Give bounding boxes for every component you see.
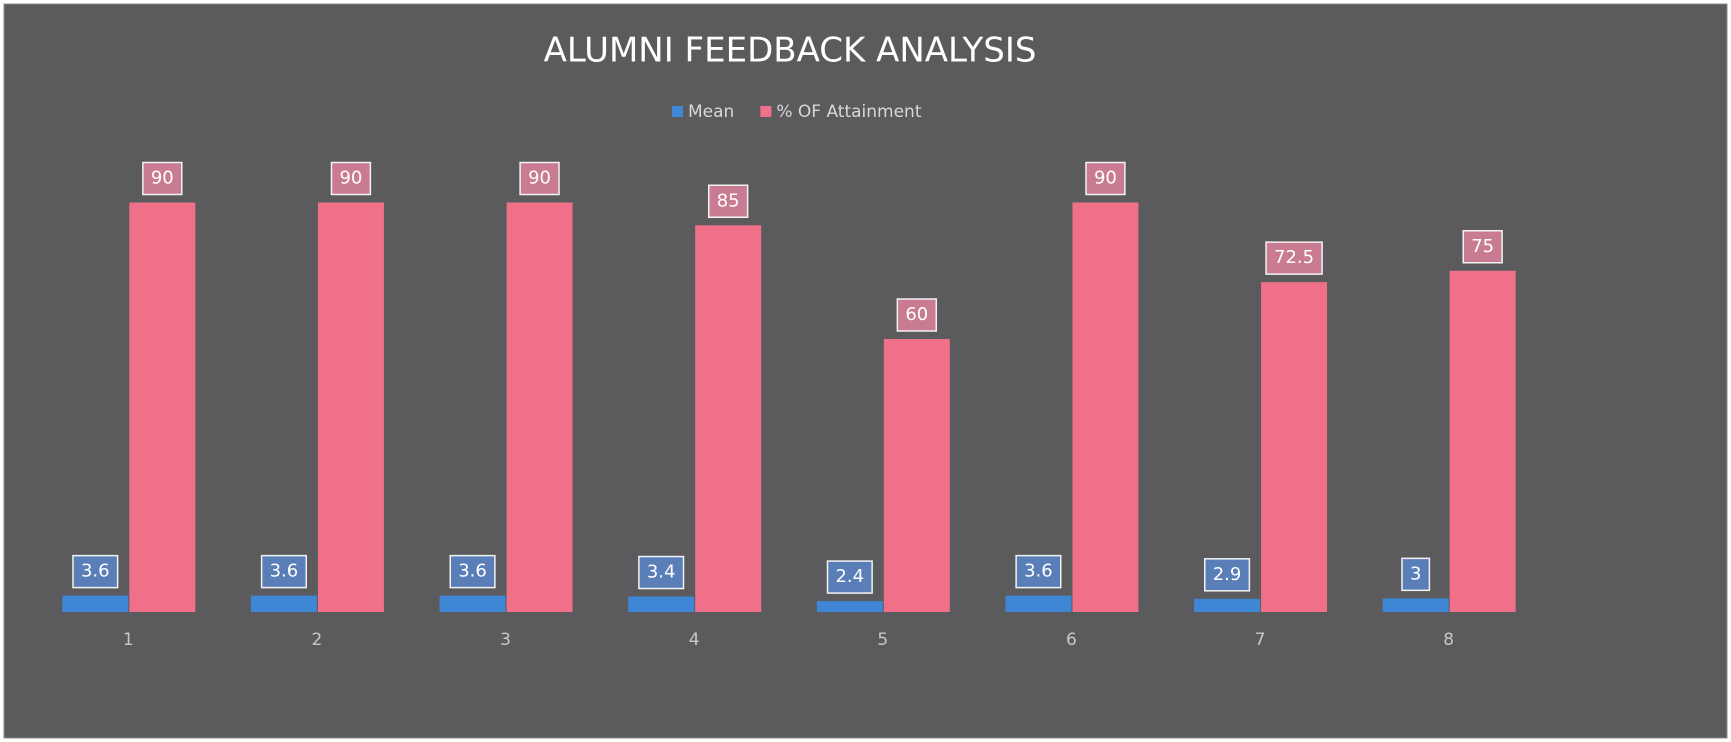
x-tick-label: 4 (689, 630, 700, 650)
bar (628, 596, 695, 612)
data-label: 2.4 (835, 566, 864, 587)
data-label-box (330, 161, 372, 196)
data-label-box (638, 555, 685, 590)
bar (1072, 202, 1139, 612)
data-label: 90 (339, 168, 362, 189)
data-label-box (896, 298, 938, 332)
bar (1449, 270, 1516, 612)
bar (1261, 282, 1328, 612)
data-label: 60 (905, 304, 928, 325)
data-label-box (1085, 161, 1126, 196)
data-label: 3.4 (647, 562, 676, 583)
bar (250, 595, 317, 612)
x-tick-label: 6 (1066, 630, 1077, 650)
chart-background (3, 3, 1728, 739)
data-label-box (826, 560, 873, 594)
data-label: 3 (1410, 563, 1421, 584)
x-tick-label: 2 (312, 630, 323, 650)
data-label: 2.9 (1213, 564, 1242, 585)
data-label-box (707, 184, 749, 218)
data-label-box (260, 554, 308, 589)
x-tick-label: 3 (500, 630, 511, 650)
data-label: 3.6 (81, 561, 110, 582)
data-label: 90 (528, 168, 551, 189)
data-label: 90 (1094, 168, 1117, 189)
bar (439, 595, 506, 612)
bar (816, 601, 883, 612)
legend-swatch (760, 106, 772, 117)
x-tick-label: 5 (877, 630, 888, 650)
data-label: 75 (1471, 236, 1494, 257)
data-label: 72.5 (1274, 247, 1314, 268)
bar (1005, 595, 1072, 612)
bar (695, 225, 762, 612)
data-label-box (1462, 230, 1503, 264)
x-tick-label: 8 (1443, 630, 1454, 650)
data-label-box (449, 554, 496, 589)
legend-label: % OF Attainment (776, 102, 921, 122)
bar (1382, 598, 1449, 612)
bar (317, 202, 384, 612)
data-label-box (1401, 557, 1431, 592)
data-label-box (72, 554, 119, 589)
data-label-box (519, 161, 560, 196)
bar (129, 202, 196, 612)
data-label: 85 (717, 190, 740, 211)
chart-title: ALUMNI FEEDBACK ANALYSIS (544, 31, 1037, 71)
data-label: 3.6 (1024, 561, 1053, 582)
data-label: 3.6 (458, 561, 487, 582)
bar (1194, 598, 1261, 612)
legend-swatch (672, 106, 683, 117)
x-tick-label: 1 (123, 630, 134, 650)
data-label-box (1203, 558, 1251, 592)
data-label-box (142, 161, 183, 196)
bar (62, 595, 129, 612)
data-label: 3.6 (270, 561, 299, 582)
bar (506, 202, 573, 612)
x-tick-label: 7 (1255, 630, 1266, 650)
legend-label: Mean (688, 102, 734, 122)
data-label-box (1265, 241, 1323, 275)
data-label: 90 (151, 168, 174, 189)
data-label-box (1015, 554, 1062, 589)
bar (883, 339, 950, 612)
